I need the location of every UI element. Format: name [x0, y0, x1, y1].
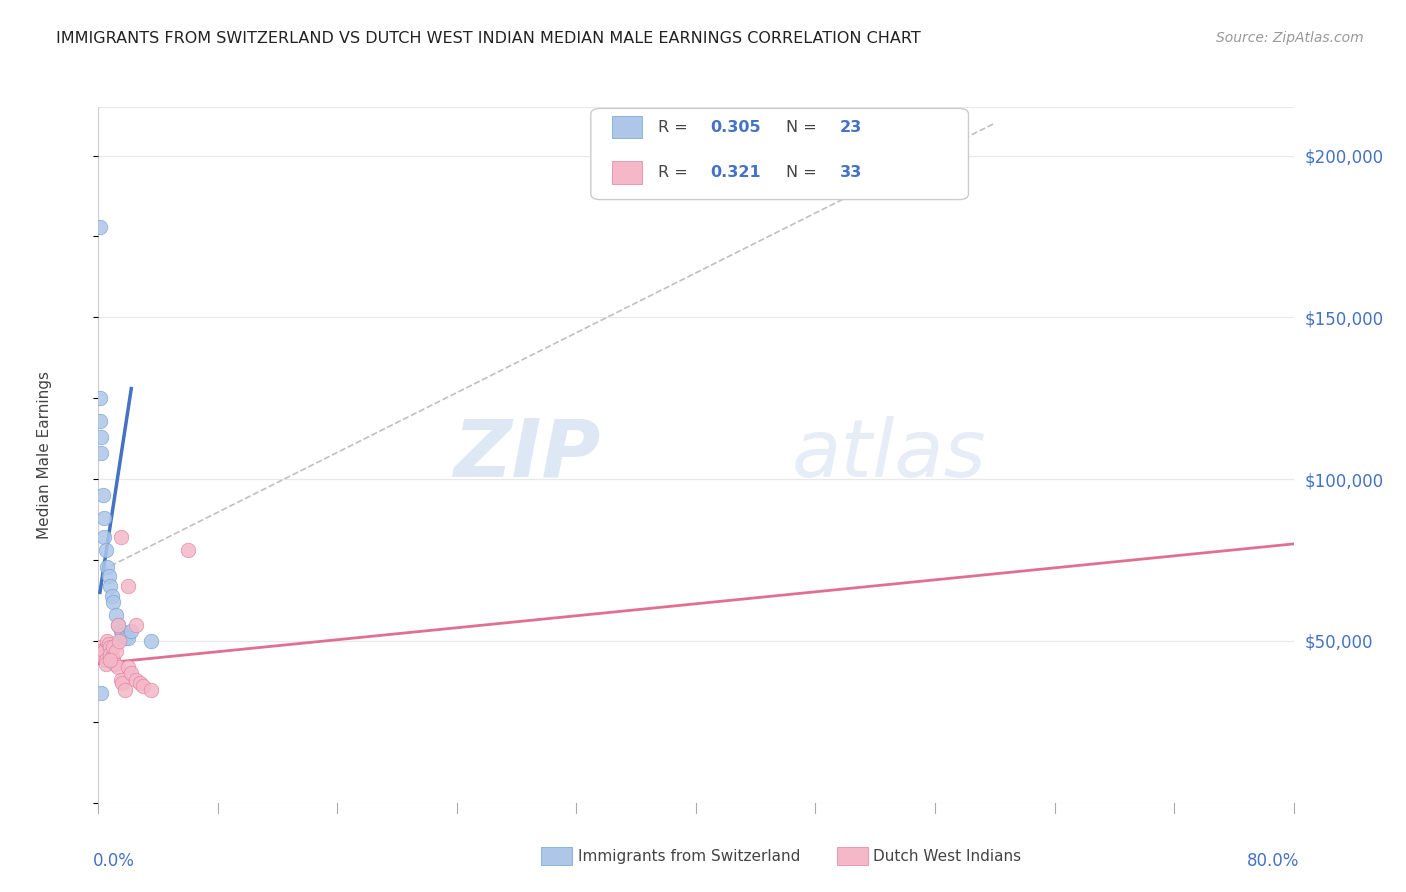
Point [139, 682, 162, 697]
Point [107, 660, 129, 674]
Point [110, 624, 132, 639]
Point [93, 643, 115, 657]
Point [96, 634, 118, 648]
Point [114, 631, 136, 645]
Point [100, 653, 122, 667]
Bar [613, 116, 643, 138]
Point [105, 608, 128, 623]
Text: Source: ZipAtlas.com: Source: ZipAtlas.com [1216, 31, 1364, 45]
Point [97, 569, 120, 583]
Point [94, 653, 117, 667]
Text: 0.321: 0.321 [710, 165, 761, 180]
Text: 0.0%: 0.0% [93, 852, 135, 870]
Text: atlas: atlas [792, 416, 987, 494]
Point [90, 430, 112, 444]
Point [108, 634, 131, 648]
Point [132, 679, 155, 693]
Point [107, 617, 129, 632]
Point [120, 624, 142, 639]
Point [117, 660, 139, 674]
Point [107, 617, 129, 632]
Text: Dutch West Indians: Dutch West Indians [873, 849, 1021, 863]
Bar [613, 161, 643, 184]
Point [90, 647, 112, 661]
Text: IMMIGRANTS FROM SWITZERLAND VS DUTCH WEST INDIAN MEDIAN MALE EARNINGS CORRELATIO: IMMIGRANTS FROM SWITZERLAND VS DUTCH WES… [56, 31, 921, 46]
Point [100, 640, 122, 655]
Point [117, 579, 139, 593]
Point [89, 219, 111, 234]
Text: ZIP: ZIP [453, 416, 600, 494]
Text: N =: N = [786, 165, 821, 180]
Point [103, 640, 125, 655]
Point [89, 640, 111, 655]
Point [90, 686, 112, 700]
Point [125, 617, 148, 632]
Point [125, 673, 148, 687]
Point [177, 543, 200, 558]
Text: Median Male Earnings: Median Male Earnings [37, 371, 52, 539]
Point [117, 631, 139, 645]
Point [93, 511, 115, 525]
Point [101, 589, 124, 603]
Point [120, 666, 142, 681]
Point [93, 531, 115, 545]
Text: 80.0%: 80.0% [1247, 852, 1299, 870]
Text: 33: 33 [839, 165, 862, 180]
Point [110, 673, 132, 687]
Text: N =: N = [786, 120, 821, 135]
Point [104, 657, 127, 671]
Point [139, 634, 162, 648]
Point [100, 579, 122, 593]
Point [91, 650, 114, 665]
Point [97, 637, 120, 651]
Point [101, 650, 124, 665]
Point [89, 392, 111, 406]
Point [96, 559, 118, 574]
Point [111, 676, 134, 690]
Point [94, 657, 117, 671]
Point [129, 676, 152, 690]
Point [103, 653, 125, 667]
FancyBboxPatch shape [591, 109, 969, 200]
Text: 0.305: 0.305 [710, 120, 761, 135]
Point [90, 643, 112, 657]
Point [91, 488, 114, 502]
Text: Immigrants from Switzerland: Immigrants from Switzerland [578, 849, 800, 863]
Point [103, 595, 125, 609]
Point [110, 531, 132, 545]
Point [105, 643, 128, 657]
Point [100, 647, 122, 661]
Point [90, 446, 112, 460]
Text: R =: R = [658, 165, 697, 180]
Point [94, 543, 117, 558]
Point [89, 414, 111, 428]
Text: 23: 23 [839, 120, 862, 135]
Text: R =: R = [658, 120, 693, 135]
Point [111, 627, 134, 641]
Point [114, 682, 136, 697]
